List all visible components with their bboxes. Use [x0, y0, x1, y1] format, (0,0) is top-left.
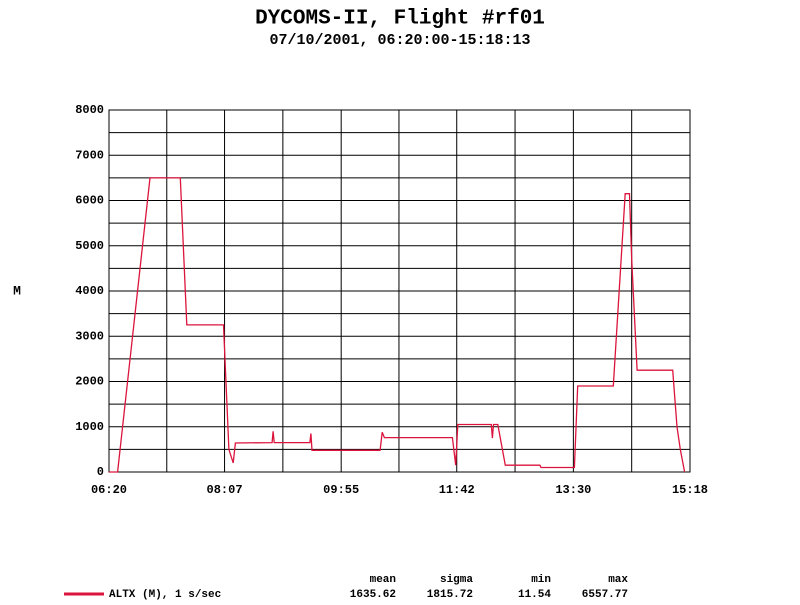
chart-subtitle: 07/10/2001, 06:20:00-15:18:13	[269, 32, 530, 49]
stats-header: min	[531, 574, 551, 586]
y-tick-label: 6000	[75, 194, 104, 208]
y-tick-label: 3000	[75, 329, 104, 343]
stats-header: mean	[370, 574, 396, 586]
y-axis-label: M	[13, 283, 21, 298]
y-tick-label: 7000	[75, 148, 104, 162]
stats-value: 11.54	[518, 589, 551, 601]
stats-value: 1815.72	[427, 589, 473, 601]
x-tick-label: 15:18	[672, 483, 708, 497]
y-tick-label: 5000	[75, 239, 104, 253]
stats-value: 1635.62	[350, 589, 396, 601]
y-tick-label: 4000	[75, 284, 104, 298]
plot-frame	[108, 109, 691, 473]
y-tick-label: 8000	[75, 103, 104, 117]
stats-value: 6557.77	[582, 589, 628, 601]
x-tick-label: 06:20	[91, 483, 127, 497]
data-line	[109, 177, 686, 473]
chart-title: DYCOMS-II, Flight #rf01	[255, 8, 545, 31]
legend-label: ALTX (M), 1 s/sec	[109, 589, 221, 601]
stats-header: sigma	[440, 574, 473, 586]
stats-header: max	[608, 574, 628, 586]
x-tick-label: 13:30	[555, 483, 591, 497]
y-tick-label: 2000	[75, 375, 104, 389]
x-tick-label: 11:42	[439, 483, 475, 497]
x-tick-label: 09:55	[323, 483, 359, 497]
y-tick-label: 0	[97, 465, 104, 479]
y-tick-label: 1000	[75, 420, 104, 434]
x-tick-label: 08:07	[207, 483, 243, 497]
